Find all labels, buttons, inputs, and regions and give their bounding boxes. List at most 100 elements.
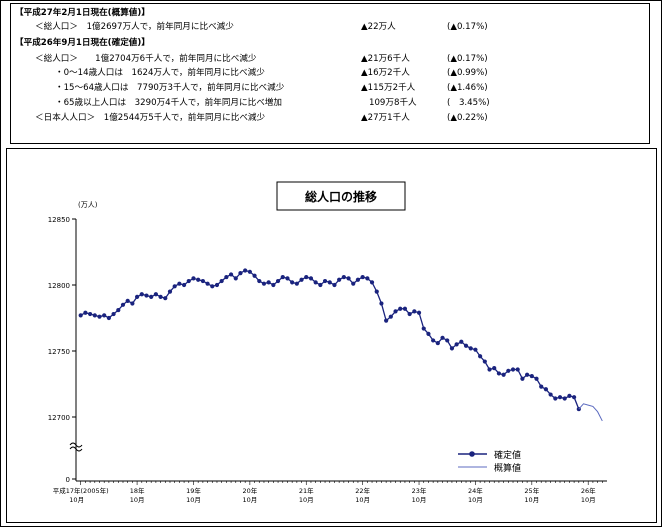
data-point [496, 371, 502, 376]
data-point [407, 311, 412, 317]
data-point [290, 280, 295, 285]
data-point [233, 276, 238, 281]
data-point [463, 343, 469, 348]
chart-title: 総人口の推移 [305, 189, 377, 204]
data-point [247, 269, 252, 274]
data-point [454, 342, 459, 347]
data-point [116, 307, 121, 313]
summary-row-estimate-total: ＜総人口＞ 1億2697万人で，前年同月に比べ減少 ▲22万人 (▲0.17%) [11, 20, 649, 34]
x-tick-label-year: 25年 [524, 486, 539, 495]
data-point [205, 281, 210, 286]
data-point [186, 278, 191, 284]
data-point [510, 367, 516, 372]
data-point [294, 281, 299, 286]
data-point [285, 276, 290, 281]
row-change: ▲115万2千人 [361, 83, 416, 93]
data-point [557, 395, 563, 400]
data-point [111, 311, 116, 317]
data-point [478, 354, 483, 359]
data-point [257, 278, 262, 284]
series-line [80, 269, 580, 410]
x-tick-label-month: 10月 [69, 496, 84, 504]
data-point [228, 272, 234, 277]
data-point [379, 301, 384, 306]
x-tick-label-year: 22年 [355, 486, 370, 495]
data-point [196, 277, 201, 282]
data-point [449, 346, 455, 351]
data-point [191, 276, 196, 281]
data-point [219, 278, 224, 284]
data-point [120, 302, 126, 307]
y-tick-label: 12800 [48, 282, 70, 290]
data-point [102, 313, 107, 318]
data-point [200, 278, 205, 284]
data-point [543, 387, 549, 392]
data-point [327, 280, 332, 285]
y-tick-label: 12850 [48, 216, 70, 224]
row-change: ▲27万1千人 [361, 113, 410, 123]
row-label: ＜総人口＞ 1億2697万人で，前年同月に比べ減少 [35, 22, 234, 32]
data-point [181, 282, 187, 288]
chart-series-layer [78, 268, 603, 422]
data-point [224, 274, 229, 280]
data-point [421, 326, 426, 331]
data-point [341, 274, 346, 280]
data-point [238, 271, 243, 276]
summary-row-total: ＜総人口＞ 1億2704万6千人で，前年同月に比べ減少 ▲21万6千人 (▲0.… [11, 52, 649, 66]
data-point [92, 313, 97, 318]
row-label: ・65歳以上人口は 3290万4千人で，前年同月に比べ増加 [55, 98, 282, 108]
axis-break-mark-upper [69, 442, 83, 448]
y-tick-label: 12750 [48, 348, 70, 356]
data-point [144, 293, 149, 298]
data-point [374, 289, 379, 294]
x-tick-label-year: 平成17年(2005年) [53, 486, 109, 495]
data-point [562, 396, 567, 401]
summary-row-japanese: ＜日本人人口＞ 1億2544万5千人で，前年同月に比べ減少 ▲27万1千人 (▲… [11, 111, 649, 125]
x-tick-label-month: 10月 [468, 496, 483, 504]
data-point [412, 309, 417, 314]
data-point [473, 347, 478, 352]
data-point [384, 318, 389, 323]
row-change: 109万8千人 [369, 98, 417, 108]
x-tick-label-month: 10月 [299, 496, 314, 504]
x-tick-label-year: 18年 [130, 486, 145, 495]
data-point [435, 340, 440, 346]
data-point [431, 338, 436, 343]
data-point [172, 284, 177, 289]
data-point [139, 292, 144, 297]
data-point [261, 281, 267, 286]
row-label: ＜総人口＞ 1億2704万6千人で，前年同月に比べ減少 [35, 54, 257, 64]
summary-row-age-0-14: ・0～14歳人口は 1624万人で，前年同月に比べ減少 ▲16万2千人 (▲0.… [11, 66, 649, 80]
data-point [539, 384, 544, 389]
x-tick-label-year: 23年 [412, 486, 427, 495]
data-point [506, 368, 511, 373]
data-point [416, 310, 422, 315]
data-point [214, 282, 220, 288]
data-point [337, 277, 342, 282]
row-change: ▲22万人 [361, 22, 396, 32]
data-point [548, 392, 553, 397]
chart-title-box [276, 181, 406, 211]
data-point [163, 296, 168, 301]
data-point [308, 276, 314, 281]
row-change: ▲16万2千人 [361, 68, 410, 78]
axis-break-mark-lower [69, 446, 83, 452]
data-point [332, 282, 337, 288]
data-point [365, 276, 370, 281]
data-point [210, 284, 215, 289]
data-point [360, 274, 365, 280]
data-point [492, 366, 497, 371]
data-point [553, 396, 558, 401]
data-point [388, 314, 393, 319]
row-percent: (▲0.99%) [447, 68, 488, 78]
data-point [106, 315, 111, 321]
data-point [459, 339, 464, 344]
data-point [501, 372, 506, 377]
data-point [355, 277, 361, 282]
data-point [280, 274, 285, 280]
data-point [158, 294, 163, 299]
data-point [445, 338, 450, 343]
x-tick-label-year: 21年 [299, 486, 314, 495]
chart-legend: 確定値 概算値 [458, 449, 521, 474]
